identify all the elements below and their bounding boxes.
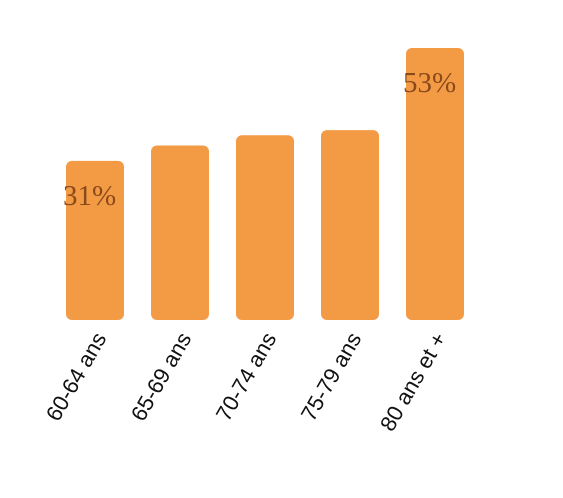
bar-3: [236, 135, 294, 320]
x-tick-label-5: 80 ans et +: [375, 328, 451, 435]
data-label-5: 53%: [403, 67, 456, 99]
bar-5: [406, 48, 464, 320]
bar-1: [66, 160, 124, 320]
bar-2: [151, 145, 209, 320]
data-label-1: 31%: [63, 180, 116, 212]
data-labels-group: 31% 53%: [63, 67, 456, 212]
x-tick-label-3: 70-74 ans: [211, 328, 282, 425]
x-tick-label-2: 65-69 ans: [126, 328, 197, 425]
bar-4: [321, 130, 379, 320]
x-tick-label-4: 75-79 ans: [296, 328, 367, 425]
bars-group: [66, 48, 464, 320]
x-tick-label-1: 60-64 ans: [41, 328, 112, 425]
x-axis-tick-labels: 60-64 ans 65-69 ans 70-74 ans 75-79 ans 80 a…: [41, 328, 452, 435]
